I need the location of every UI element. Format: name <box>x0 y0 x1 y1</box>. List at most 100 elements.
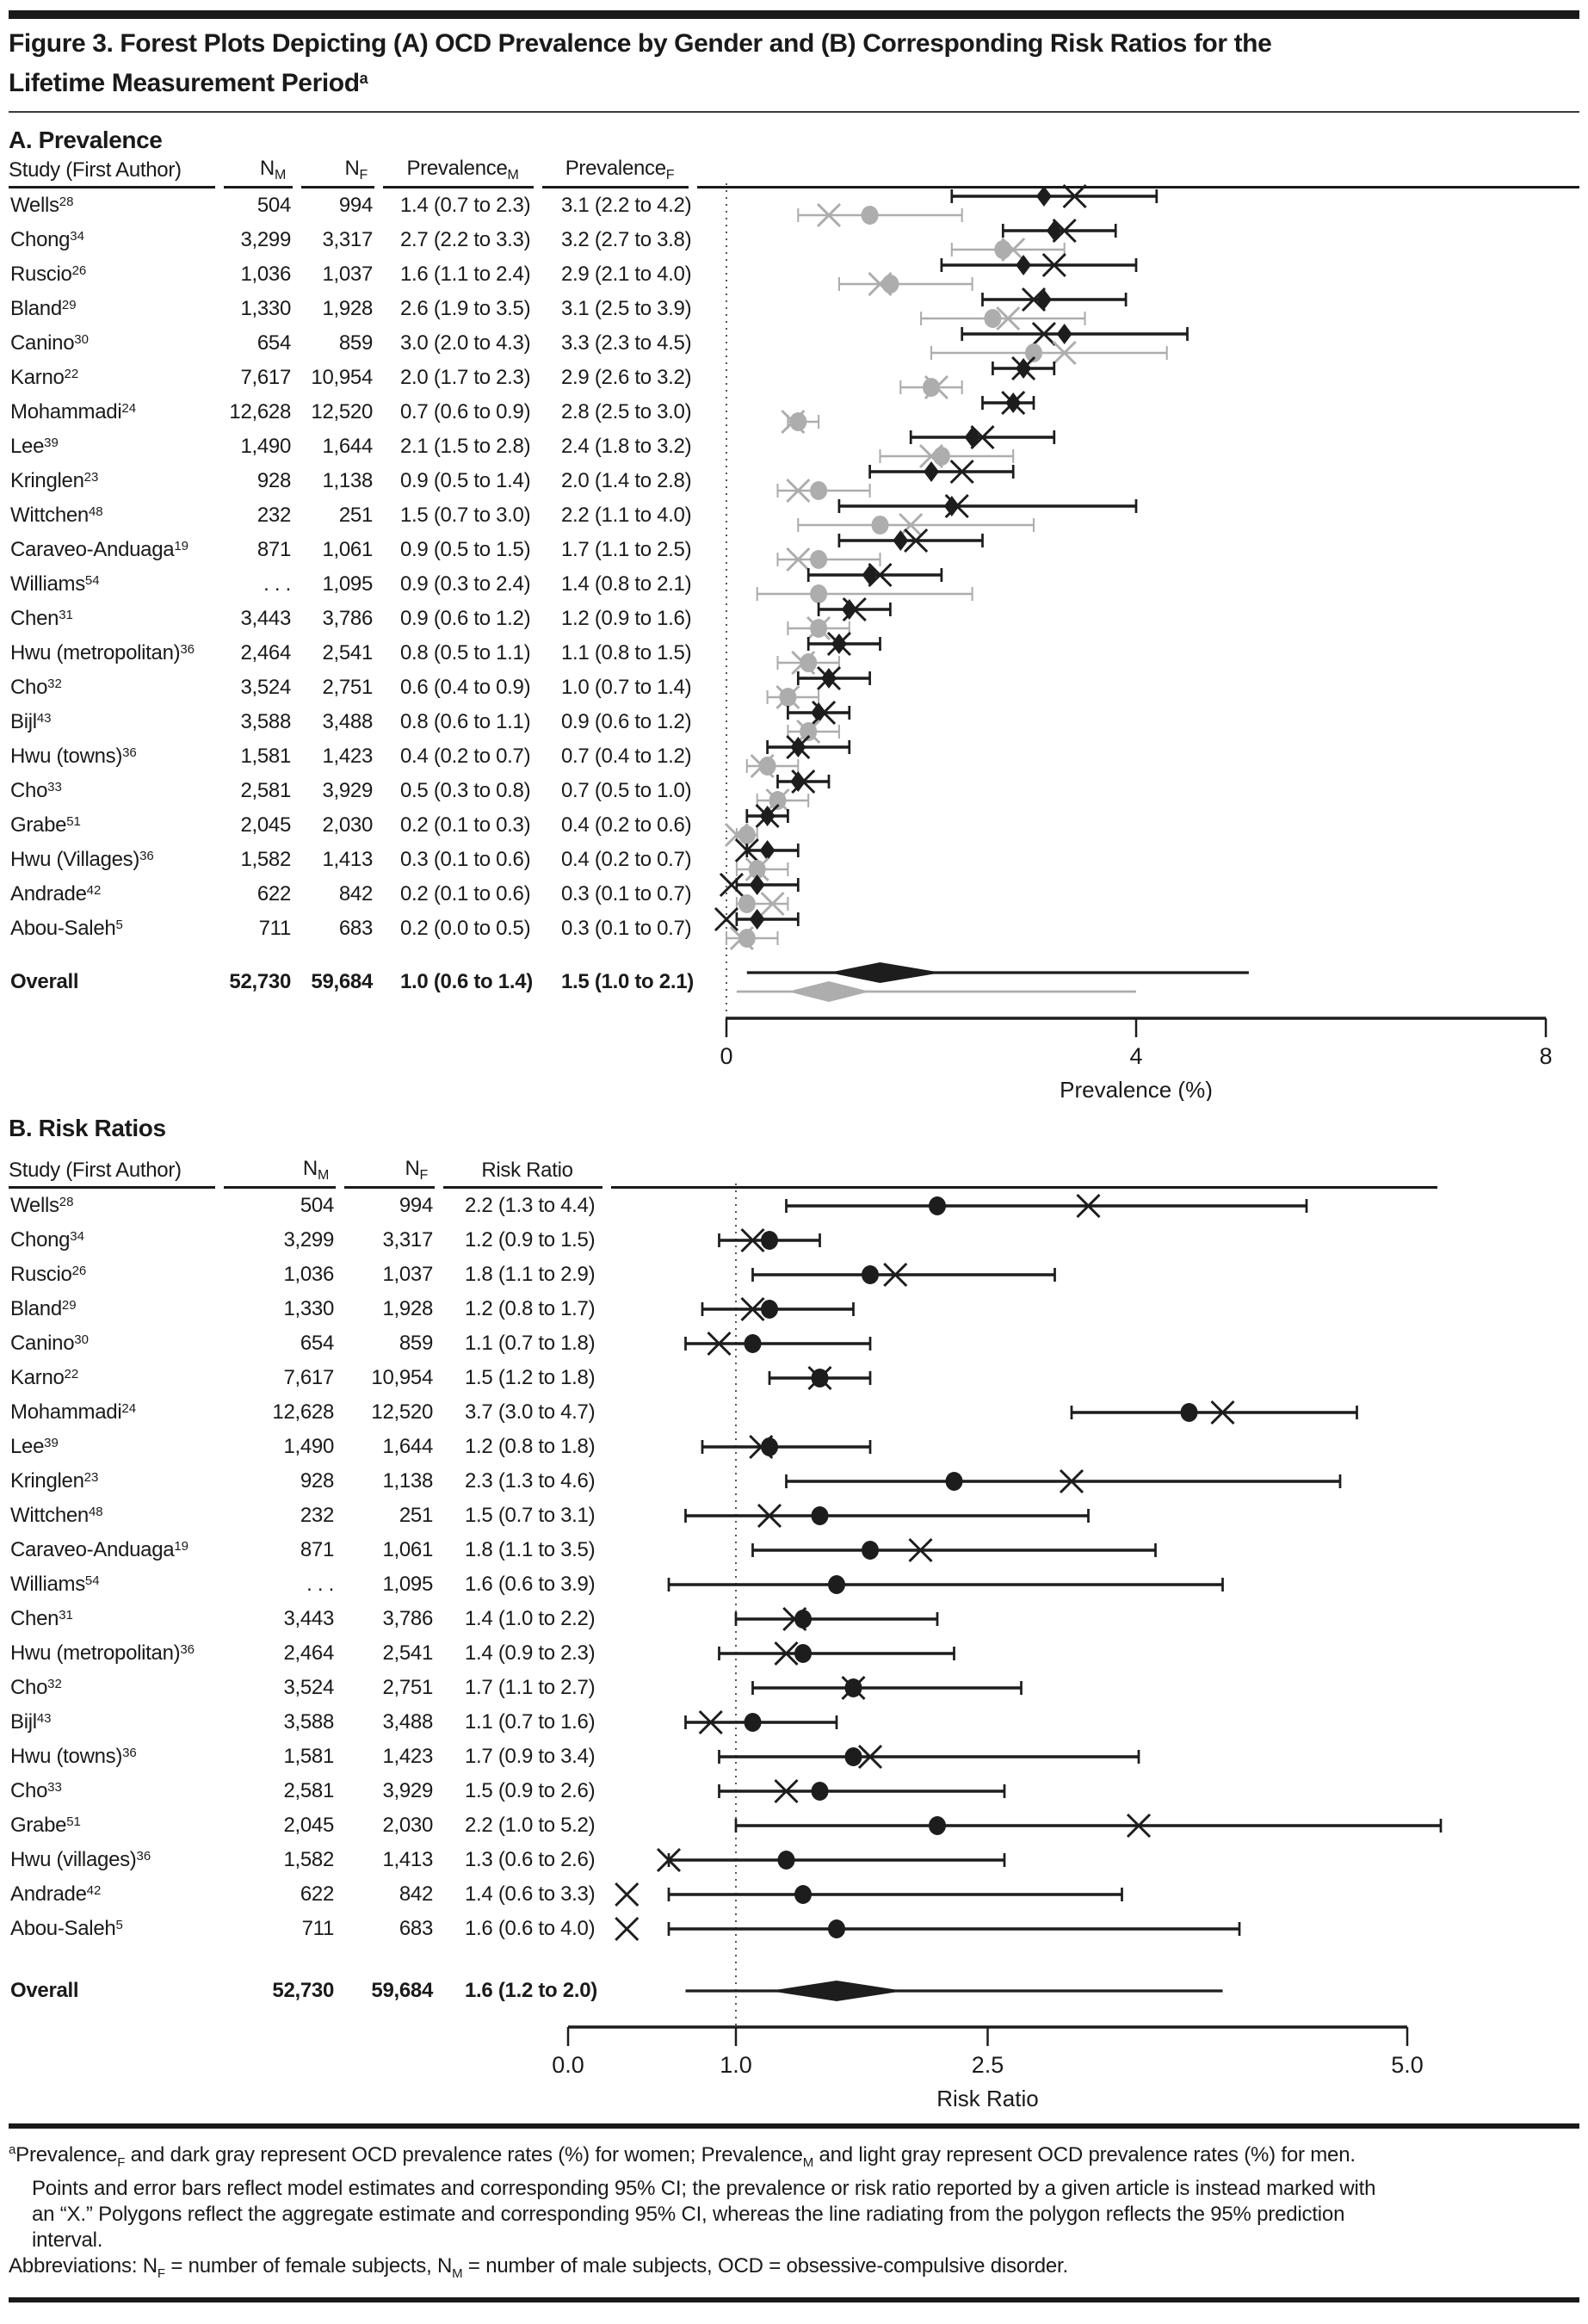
nm-cell: . . . <box>306 1573 334 1596</box>
table-row: Hwu (villages)36 1,582 1,413 1.3 (0.6 to 2.… <box>9 1843 1579 1877</box>
nf-cell: 2,751 <box>322 676 373 699</box>
nf-cell: 1,928 <box>382 1297 433 1320</box>
nm-cell: . . . <box>263 572 291 596</box>
prevalence-f-cell: 2.9 (2.6 to 3.2) <box>561 366 692 389</box>
nm-cell: 871 <box>256 538 291 561</box>
col-risk-ratio: Risk Ratio <box>443 1156 611 1189</box>
nf-cell: 1,644 <box>382 1435 433 1458</box>
prevalence-f-cell: 3.1 (2.2 to 4.2) <box>561 194 692 217</box>
table-row: Caraveo-Anduaga19 871 1,061 0.9 (0.5 to 1.5… <box>9 533 1579 567</box>
top-rule <box>9 10 1579 19</box>
nm-cell: 2,045 <box>283 1814 334 1837</box>
col-prevalence-m: PrevalenceM <box>383 156 542 189</box>
nm-cell: 1,581 <box>240 745 291 768</box>
panel-b-axis-area <box>9 2015 1579 2111</box>
risk-ratio-cell: 1.3 (0.6 to 2.6) <box>465 1848 596 1871</box>
prevalence-m-cell: 1.4 (0.7 to 2.3) <box>400 194 531 217</box>
study-cell: Bijl43 <box>10 710 52 733</box>
nm-cell: 2,464 <box>283 1641 334 1665</box>
nm-cell: 1,036 <box>283 1263 334 1286</box>
study-cell: Cho32 <box>10 1676 62 1699</box>
risk-ratio-cell: 2.2 (1.3 to 4.4) <box>465 1194 596 1217</box>
study-cell: Grabe51 <box>10 813 81 837</box>
nm-cell: 711 <box>258 917 292 940</box>
prevalence-m-cell: 0.9 (0.6 to 1.2) <box>400 607 531 630</box>
table-row: Wittchen48 232 251 1.5 (0.7 to 3.1) <box>9 1499 1579 1533</box>
panel-a-axis-area <box>9 1006 1579 1101</box>
nf-cell: 3,786 <box>382 1607 433 1630</box>
nm-cell: 1,036 <box>240 263 291 286</box>
risk-ratio-cell: 1.4 (1.0 to 2.2) <box>465 1607 596 1630</box>
nm-cell: 3,524 <box>240 676 291 699</box>
nm-cell: 1,490 <box>240 435 291 458</box>
nf-cell: 251 <box>338 504 373 527</box>
footnote-marker: a <box>359 70 368 87</box>
prevalence-f-cell: 0.9 (0.6 to 1.2) <box>561 710 692 733</box>
study-cell: Ruscio26 <box>10 1263 87 1286</box>
table-row: Chong34 3,299 3,317 2.7 (2.2 to 3.3) 3.2 (2.… <box>9 223 1579 257</box>
prevalence-f-cell: 0.4 (0.2 to 0.6) <box>561 813 692 837</box>
risk-ratio-cell: 1.2 (0.8 to 1.8) <box>465 1435 596 1458</box>
nf-cell: 859 <box>399 1332 433 1355</box>
overall-nm: 52,730 <box>272 1979 334 2002</box>
nf-cell: 1,037 <box>322 263 373 286</box>
study-cell: Caraveo-Anduaga19 <box>10 538 188 561</box>
nm-cell: 232 <box>300 1504 334 1527</box>
nm-cell: 1,490 <box>283 1435 334 1458</box>
study-cell: Abou-Saleh5 <box>10 917 123 940</box>
risk-ratio-cell: 1.2 (0.9 to 1.5) <box>465 1228 596 1252</box>
panel-b-rows: Wells28 504 994 2.2 (1.3 to 4.4) Chong34 3,29… <box>9 1189 1579 1946</box>
nm-cell: 622 <box>300 1882 334 1906</box>
nm-cell: 12,628 <box>272 1400 334 1424</box>
nm-cell: 3,443 <box>240 607 291 630</box>
nf-cell: 3,488 <box>322 710 373 733</box>
study-cell: Hwu (towns)36 <box>10 1745 137 1768</box>
prevalence-f-cell: 0.3 (0.1 to 0.7) <box>561 882 692 905</box>
nf-cell: 3,317 <box>322 228 373 251</box>
prevalence-f-cell: 2.9 (2.1 to 4.0) <box>561 263 692 286</box>
col-nf: NF <box>301 156 383 189</box>
prevalence-m-cell: 2.0 (1.7 to 2.3) <box>400 366 531 389</box>
study-cell: Bland29 <box>10 1297 77 1320</box>
study-cell: Wells28 <box>10 1194 74 1217</box>
nf-cell: 1,095 <box>382 1573 433 1596</box>
study-cell: Hwu (metropolitan)36 <box>10 1641 195 1665</box>
nm-cell: 2,581 <box>283 1779 334 1802</box>
col-nm: NM <box>224 156 301 189</box>
study-cell: Canino30 <box>10 331 89 355</box>
risk-ratio-cell: 1.1 (0.7 to 1.6) <box>465 1710 596 1734</box>
nm-cell: 711 <box>301 1917 335 1940</box>
prevalence-m-cell: 3.0 (2.0 to 4.3) <box>400 331 531 355</box>
nm-cell: 2,045 <box>240 813 291 837</box>
risk-ratio-cell: 1.5 (0.7 to 3.1) <box>465 1504 596 1527</box>
nm-cell: 2,581 <box>240 779 291 802</box>
study-cell: Wells28 <box>10 194 74 217</box>
col-nm: NM <box>224 1156 344 1189</box>
study-cell: Andrade42 <box>10 1882 102 1906</box>
table-row: Andrade42 622 842 0.2 (0.1 to 0.6) 0.3 (0.1 … <box>9 877 1579 912</box>
table-row: Mohammadi24 12,628 12,520 3.7 (3.0 to 4.7) <box>9 1395 1579 1430</box>
nm-cell: 3,588 <box>283 1710 334 1734</box>
nf-cell: 12,520 <box>371 1400 433 1424</box>
footnote-text: aPrevalenceF and dark gray represent OCD… <box>9 2142 1376 2252</box>
study-cell: Chen31 <box>10 1607 73 1630</box>
nf-cell: 3,929 <box>322 779 373 802</box>
prevalence-m-cell: 0.5 (0.3 to 0.8) <box>400 779 531 802</box>
table-row: Karno22 7,617 10,954 2.0 (1.7 to 2.3) 2.9 (2… <box>9 361 1579 395</box>
table-row: Canino30 654 859 1.1 (0.7 to 1.8) <box>9 1326 1579 1361</box>
prevalence-m-cell: 0.2 (0.1 to 0.3) <box>400 813 531 837</box>
nm-cell: 1,330 <box>283 1297 334 1320</box>
nf-cell: 1,061 <box>382 1538 433 1561</box>
study-cell: Hwu (metropolitan)36 <box>10 641 195 664</box>
table-row: Hwu (towns)36 1,581 1,423 0.4 (0.2 to 0.7) 0… <box>9 739 1579 774</box>
prevalence-f-cell: 1.1 (0.8 to 1.5) <box>561 641 692 664</box>
nm-cell: 7,617 <box>283 1366 334 1389</box>
table-row: Kringlen23 928 1,138 2.3 (1.3 to 4.6) <box>9 1464 1579 1499</box>
study-cell: Williams54 <box>10 572 100 596</box>
table-row: Williams54 . . . 1,095 1.6 (0.6 to 3.9) <box>9 1567 1579 1602</box>
study-cell: Cho32 <box>10 676 62 699</box>
prevalence-f-cell: 1.2 (0.9 to 1.6) <box>561 607 692 630</box>
prevalence-m-cell: 0.9 (0.3 to 2.4) <box>400 572 531 596</box>
study-cell: Lee39 <box>10 435 59 458</box>
